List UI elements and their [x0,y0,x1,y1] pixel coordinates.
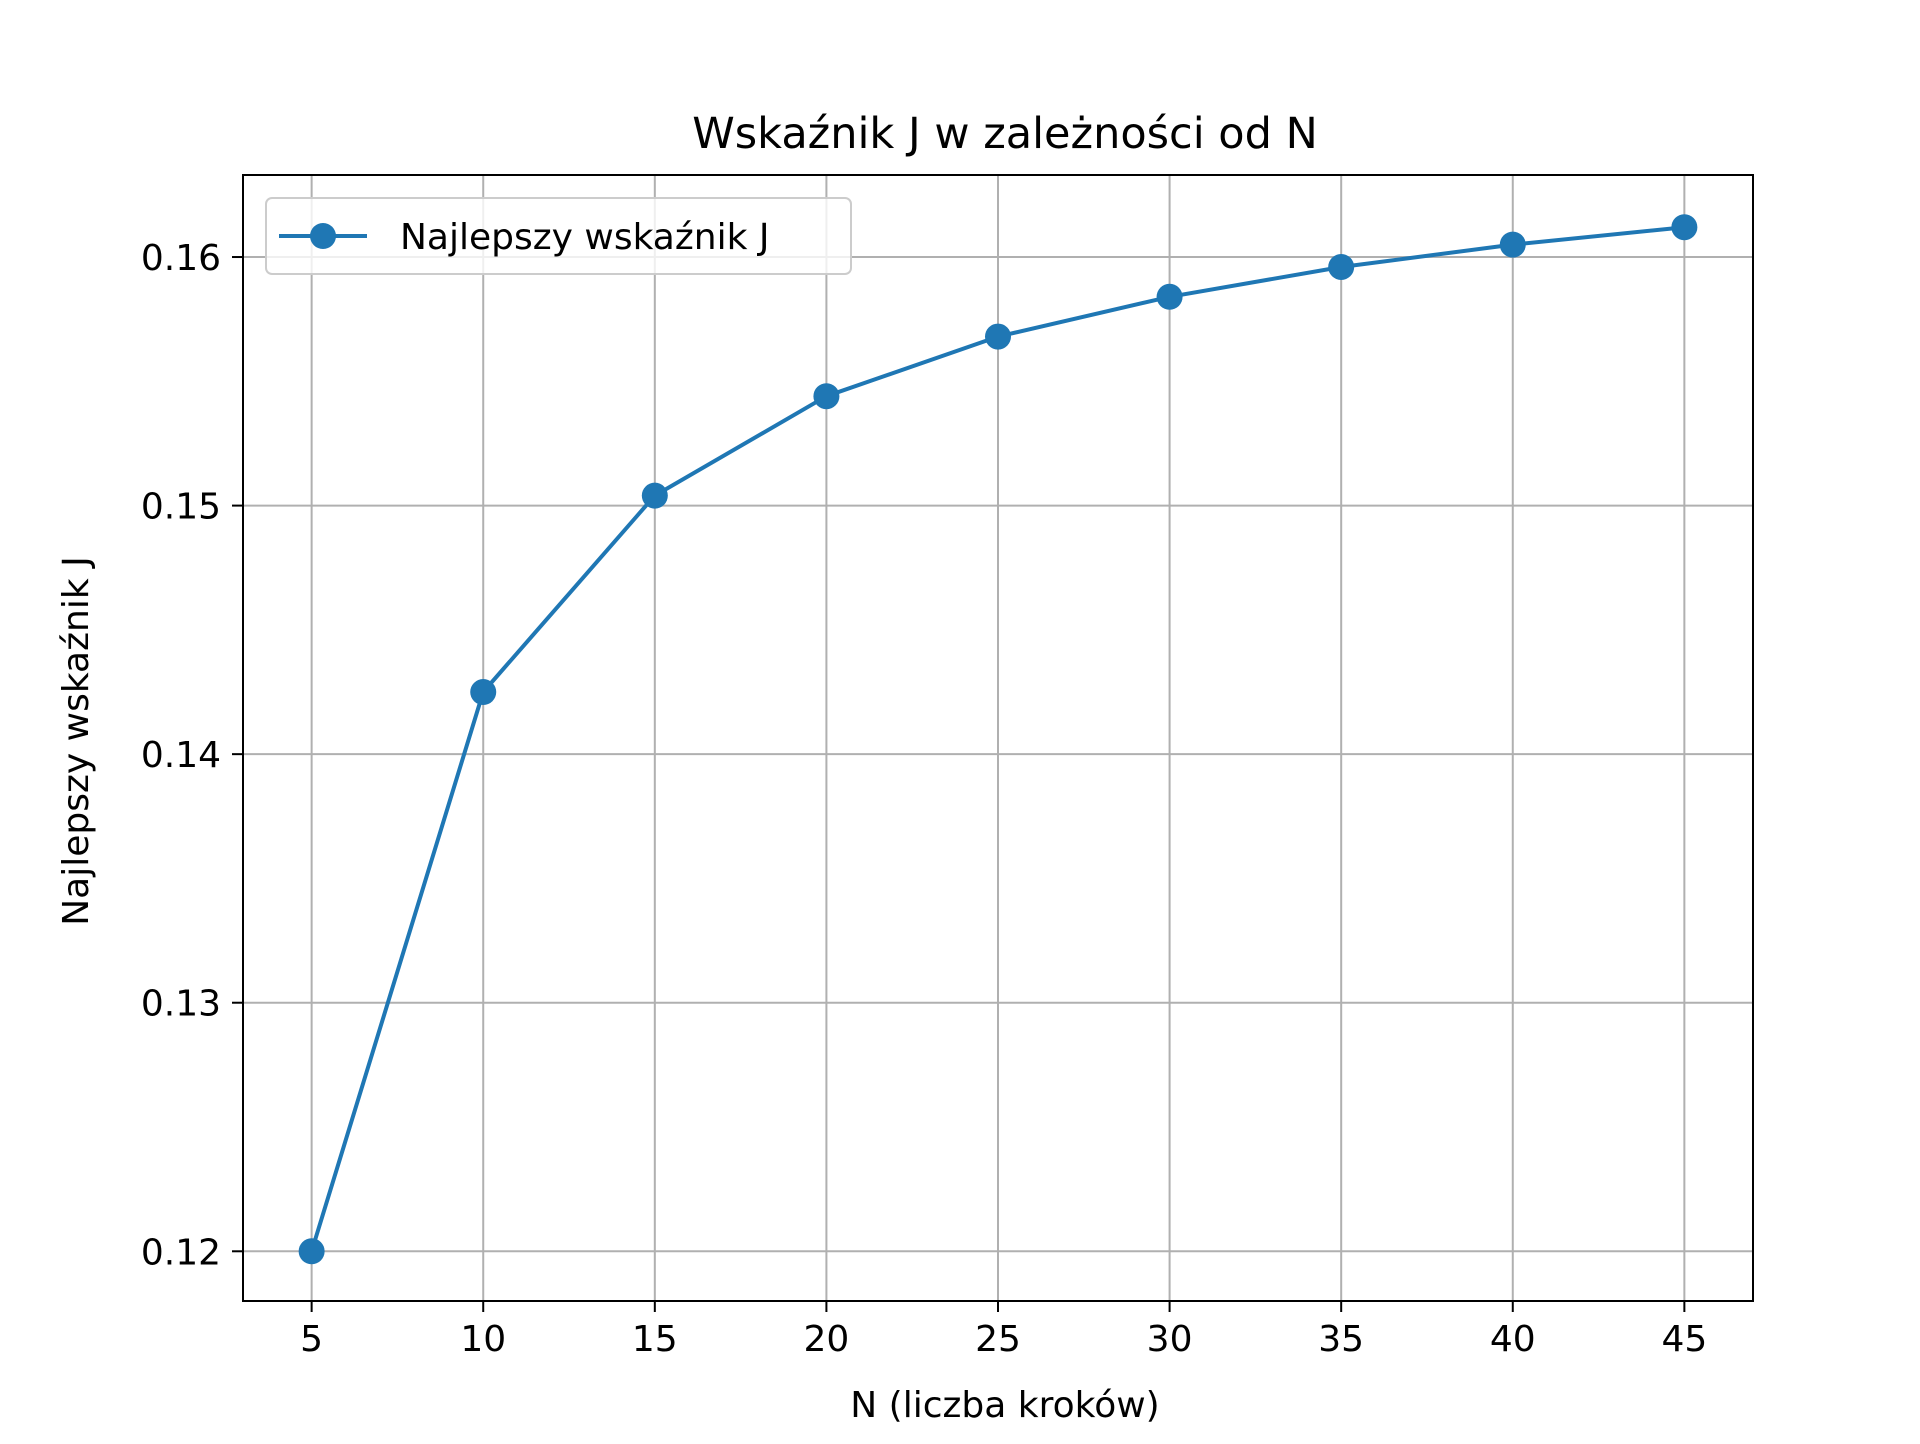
y-tick-label: 0.15 [141,487,221,528]
axis-ticks: 5 10 15 20 25 30 35 40 45 0.12 0.13 0.14 0.15 0.16 [141,238,1707,1360]
data-point [470,679,497,706]
y-tick-label: 0.16 [141,238,221,279]
data-point [1328,253,1355,280]
x-tick-label: 30 [1147,1319,1193,1360]
y-tick-label: 0.13 [141,984,221,1025]
x-tick-label: 35 [1318,1319,1364,1360]
data-point [813,383,840,410]
x-tick-label: 40 [1490,1319,1536,1360]
legend-box [265,197,852,275]
y-tick-label: 0.12 [141,1232,221,1273]
x-tick-label: 20 [804,1319,850,1360]
data-point [985,323,1011,350]
x-tick-label: 15 [632,1319,678,1360]
legend-marker-swatch [310,223,336,249]
y-axis-label: Najlepszy wskaźnik J [56,556,97,926]
legend: Najlepszy wskaźnik J [265,197,852,275]
grid-lines [243,175,1753,1301]
x-tick-label: 10 [460,1319,506,1360]
data-point [298,1238,325,1265]
data-point [1499,231,1526,258]
x-tick-label: 5 [300,1319,323,1360]
data-point [1671,214,1698,241]
x-axis-label: N (liczba kroków) [850,1385,1159,1426]
legend-label: Najlepszy wskaźnik J [400,217,770,258]
y-tick-label: 0.14 [141,735,221,776]
data-point [1156,283,1183,310]
data-point [641,482,668,509]
x-tick-label: 25 [975,1319,1021,1360]
series-layer [298,214,1698,1265]
chart-title: Wskaźnik J w zależności od N [692,109,1318,159]
x-tick-label: 45 [1661,1319,1707,1360]
